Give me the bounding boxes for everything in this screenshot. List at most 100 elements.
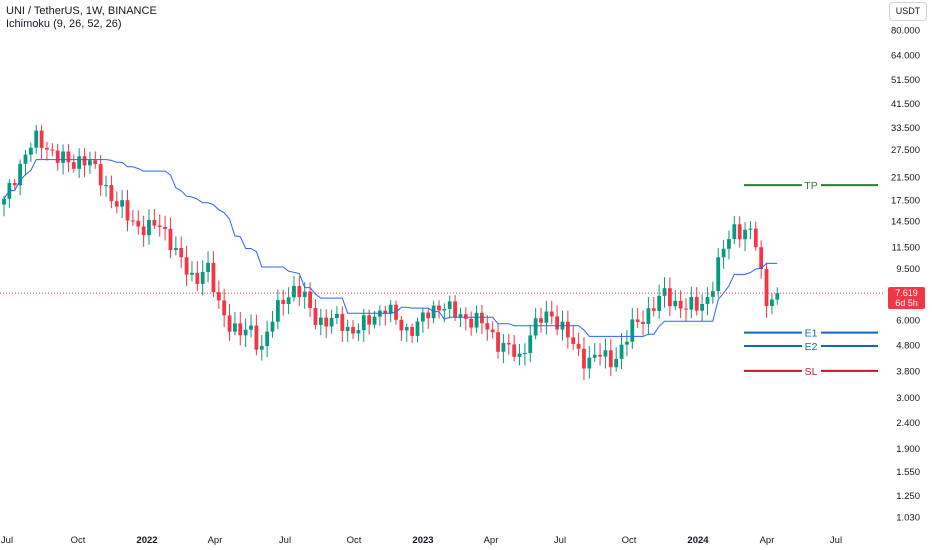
candle-down: [485, 323, 490, 330]
x-axis[interactable]: Jul Oct 2022 Apr Jul Oct 2023 Apr Jul Oct 2024 Apr J…: [1, 535, 842, 546]
candle-up: [662, 288, 667, 296]
last-price-tag: 7.619 6d 5h: [888, 287, 925, 309]
candle-up: [420, 312, 425, 322]
candle-up: [173, 247, 178, 251]
candle-down: [98, 164, 103, 186]
candle-up: [270, 321, 275, 332]
candle-down: [238, 323, 243, 336]
candle-up: [673, 300, 678, 307]
candle-down: [399, 319, 404, 331]
candle-up: [748, 228, 753, 230]
candle-down: [737, 224, 742, 240]
candle-up: [61, 151, 65, 163]
candle-down: [753, 228, 758, 248]
y-axis[interactable]: 80.000 64.000 51.500 41.500 33.500 27.500 21.5…: [891, 26, 920, 524]
candle-up: [447, 301, 452, 309]
candle-down: [598, 354, 602, 357]
candle-up: [415, 321, 420, 336]
candle-down: [179, 247, 184, 258]
candle-down: [512, 344, 517, 357]
indicator-title[interactable]: Ichimoku (9, 26, 52, 26): [6, 18, 122, 30]
candle-down: [227, 315, 232, 332]
level-label-e1: E1: [805, 328, 818, 340]
candle-down: [490, 329, 495, 333]
candle-down: [469, 318, 474, 328]
y-tick-label: 4.800: [896, 340, 920, 351]
candle-down: [93, 160, 98, 165]
candle-up: [517, 353, 522, 357]
candle-up: [318, 317, 323, 325]
candle-down: [254, 325, 259, 350]
candle-down: [641, 321, 645, 324]
candle-down: [410, 327, 415, 336]
y-tick-label: 1.900: [896, 444, 920, 455]
y-tick-label: 3.800: [896, 366, 920, 377]
y-tick-label: 2.400: [896, 418, 920, 429]
candle-up: [77, 156, 82, 169]
y-tick-label: 64.000: [891, 50, 920, 61]
y-tick-label: 17.500: [891, 196, 920, 207]
candle-down: [281, 300, 286, 305]
candle-up: [732, 224, 737, 240]
candle-down: [297, 285, 302, 298]
candle-down: [764, 269, 769, 307]
candle-up: [23, 154, 28, 164]
candle-down: [437, 305, 441, 311]
candle-up: [265, 331, 270, 347]
currency-selector[interactable]: USDT: [889, 2, 927, 21]
candle-down: [39, 130, 44, 148]
y-tick-label: 9.500: [896, 264, 920, 275]
candle-up: [329, 317, 334, 327]
level-label-e2: E2: [805, 341, 818, 353]
candle-down: [678, 300, 683, 309]
y-tick-label: 1.550: [896, 467, 920, 478]
candle-up: [474, 312, 479, 328]
candle-down: [109, 185, 114, 202]
y-tick-label: 80.000: [891, 26, 920, 37]
candle-down: [313, 308, 318, 325]
candle-up: [544, 311, 549, 323]
candle-up: [743, 229, 747, 240]
symbol-title[interactable]: UNI / TetherUS, 1W, BINANCE: [6, 5, 157, 17]
candle-up: [587, 357, 592, 369]
candle-up: [120, 200, 125, 207]
level-label-tp: TP: [804, 180, 817, 192]
candle-down: [45, 147, 49, 150]
candle-down: [367, 315, 372, 325]
y-tick-label: 3.000: [896, 393, 920, 404]
candle-down: [571, 337, 576, 344]
candle-up: [28, 147, 33, 155]
candle-down: [539, 318, 543, 323]
x-tick-label: 2023: [412, 535, 433, 546]
y-tick-label: 6.000: [896, 315, 920, 326]
x-tick-label: Apr: [484, 535, 499, 546]
candle-up: [592, 354, 597, 358]
candle-down: [152, 219, 157, 226]
candle-down: [71, 162, 76, 169]
candle-up: [147, 219, 151, 236]
candle-down: [651, 308, 656, 311]
x-tick-label: Oct: [622, 535, 637, 546]
candle-down: [506, 342, 511, 345]
y-tick-label: 14.500: [891, 217, 920, 228]
x-tick-label: Jul: [1, 535, 13, 546]
candle-down: [759, 247, 764, 270]
candle-down: [351, 326, 355, 334]
candle-down: [684, 308, 688, 310]
y-tick-label: 1.030: [896, 513, 920, 524]
candle-down: [308, 291, 312, 309]
candle-down: [136, 220, 141, 227]
candle-down: [694, 297, 699, 311]
candle-up: [104, 185, 108, 187]
candle-down: [608, 350, 613, 368]
candle-down: [141, 226, 146, 236]
candle-down: [576, 343, 581, 349]
candle-down: [496, 332, 500, 352]
candle-up: [603, 350, 608, 357]
candle-down: [66, 151, 71, 163]
last-price-value: 7.619: [895, 288, 918, 298]
candle-down: [324, 317, 329, 327]
candle-down: [55, 150, 60, 163]
